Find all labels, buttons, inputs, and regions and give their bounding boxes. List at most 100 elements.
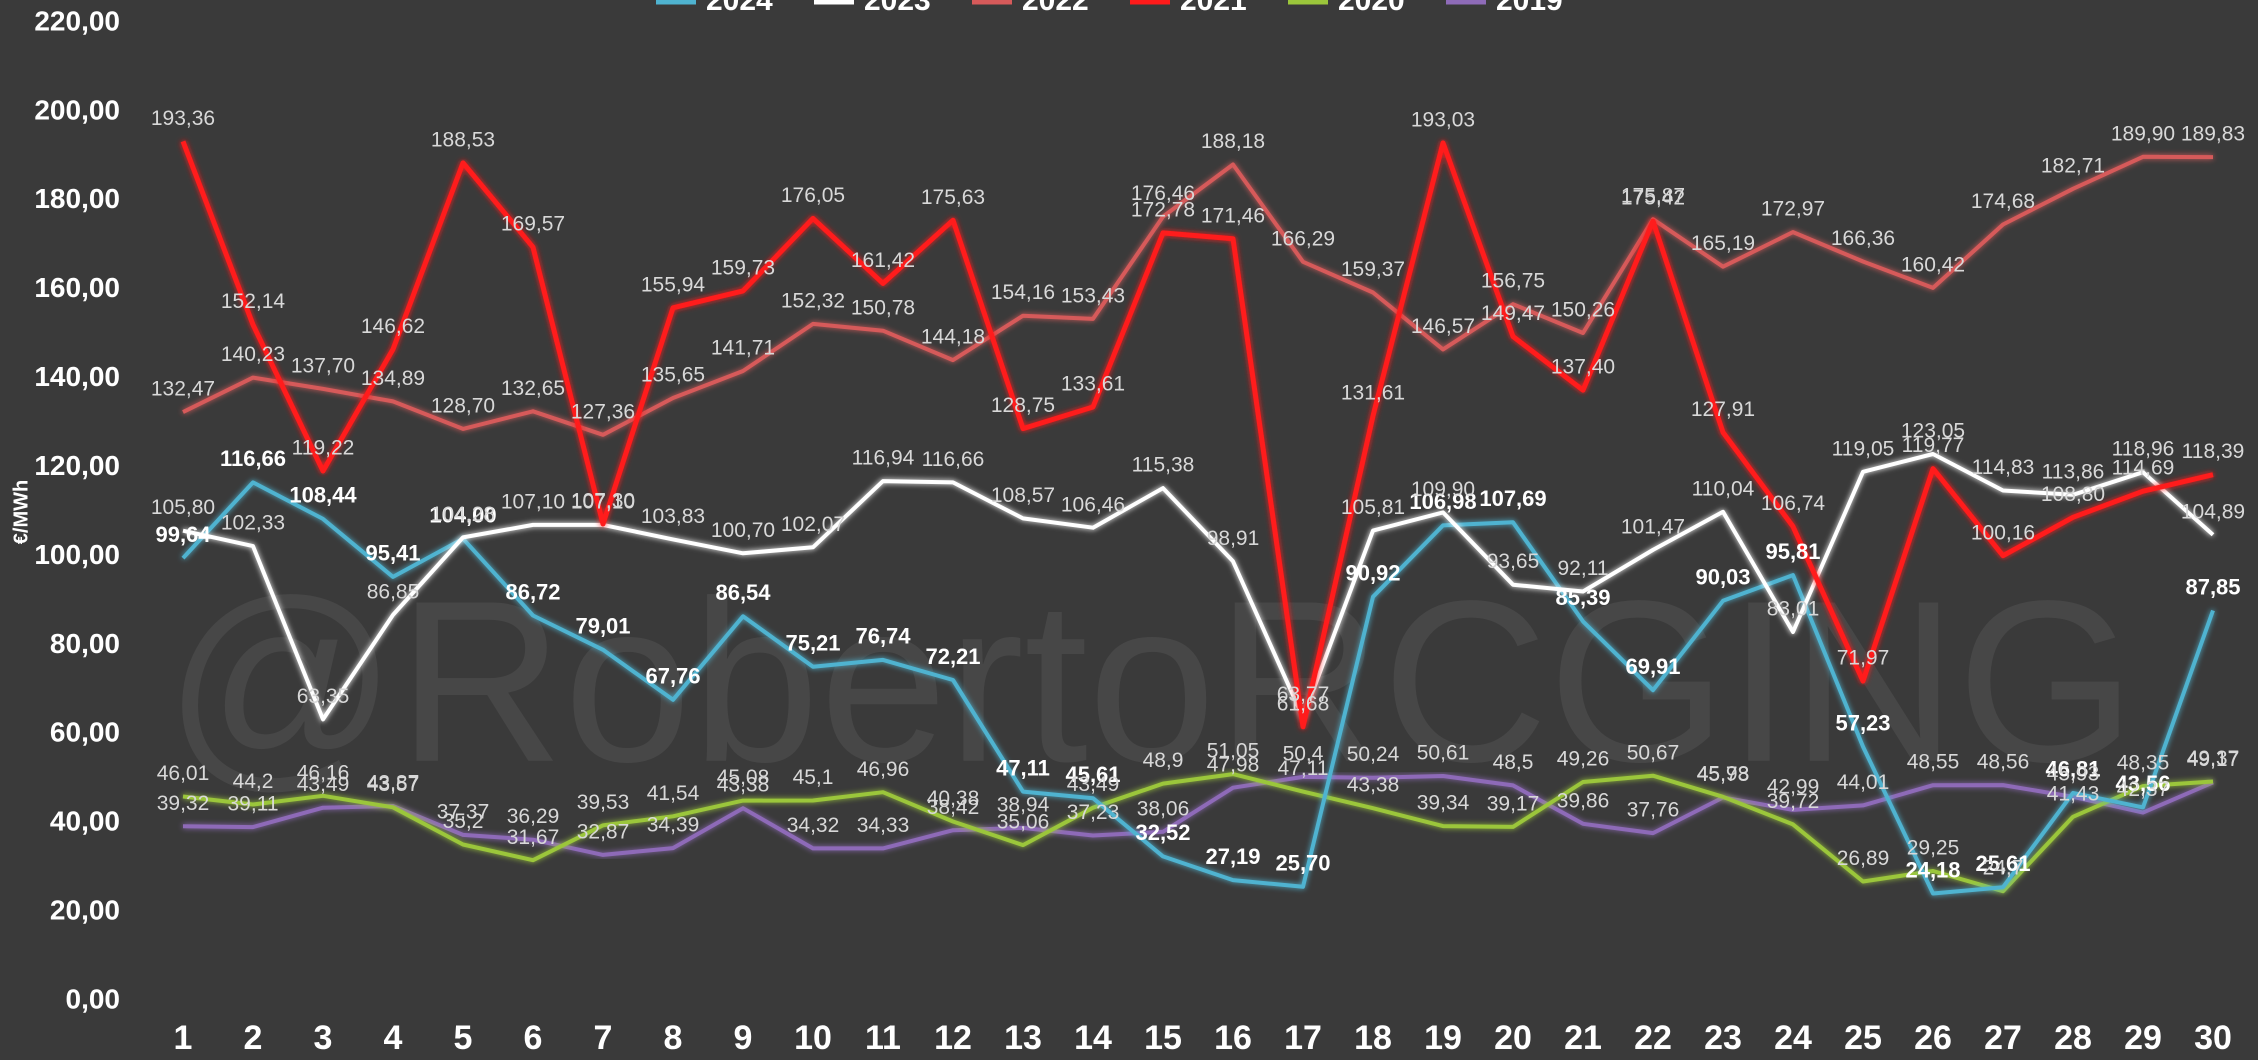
y-tick-label: 20,00 — [50, 894, 120, 925]
data-label: 95,41 — [365, 541, 420, 566]
data-label: 45,78 — [1697, 763, 1750, 786]
data-label: 45,08 — [717, 766, 770, 789]
data-label: 38,42 — [927, 796, 980, 819]
data-label: 135,65 — [641, 364, 705, 387]
data-label: 123,05 — [1901, 420, 1965, 443]
data-label: 109,90 — [1411, 478, 1475, 501]
data-label: 67,76 — [645, 664, 700, 689]
data-label: 188,18 — [1201, 130, 1265, 153]
data-label: 146,62 — [361, 315, 425, 338]
data-label: 38,06 — [1137, 797, 1190, 820]
data-label: 50,24 — [1347, 743, 1400, 766]
data-label: 107,10 — [571, 490, 635, 513]
data-label: 37,37 — [437, 800, 490, 823]
x-tick-label: 27 — [1984, 1019, 2022, 1057]
data-label: 43,38 — [1347, 774, 1400, 797]
data-label: 156,75 — [1481, 270, 1545, 293]
data-label: 71,97 — [1837, 647, 1890, 670]
legend-label: 2023 — [864, 0, 931, 17]
data-label: 69,91 — [1625, 654, 1680, 679]
x-tick-label: 4 — [384, 1019, 403, 1057]
data-label: 29,25 — [1907, 837, 1960, 860]
data-label: 127,91 — [1691, 398, 1755, 421]
x-tick-label: 28 — [2054, 1019, 2092, 1057]
data-label: 43,38 — [717, 774, 770, 797]
data-label: 108,57 — [991, 484, 1055, 507]
data-label: 113,86 — [2042, 460, 2105, 483]
data-label: 39,53 — [577, 791, 630, 814]
data-label: 42,37 — [2117, 778, 2170, 801]
data-label: 119,22 — [292, 437, 355, 460]
y-tick-label: 0,00 — [66, 983, 121, 1014]
x-tick-label: 19 — [1424, 1019, 1462, 1057]
data-label: 45,61 — [1065, 762, 1120, 787]
x-tick-label: 26 — [1914, 1019, 1952, 1057]
data-label: 107,10 — [501, 490, 565, 513]
data-label: 140,23 — [221, 343, 285, 366]
data-label: 150,26 — [1551, 299, 1615, 322]
data-label: 34,39 — [647, 814, 700, 837]
x-tick-label: 3 — [314, 1019, 333, 1057]
data-label: 152,32 — [781, 289, 845, 312]
data-label: 175,42 — [1621, 187, 1685, 210]
x-tick-label: 30 — [2194, 1019, 2232, 1057]
data-label: 35,2 — [443, 810, 484, 833]
data-label: 102,07 — [781, 513, 845, 536]
data-label: 116,66 — [922, 448, 985, 471]
data-label: 105,81 — [1341, 496, 1405, 519]
data-label: 35,06 — [997, 811, 1050, 834]
data-label: 34,33 — [857, 814, 910, 837]
data-label: 149,47 — [1481, 302, 1545, 325]
legend-label: 2019 — [1496, 0, 1563, 17]
data-label: 31,67 — [507, 826, 560, 849]
data-label: 49,17 — [2187, 748, 2240, 771]
data-label: 176,05 — [781, 184, 845, 207]
series-line — [182, 774, 2214, 857]
data-label: 43,49 — [1067, 773, 1120, 796]
x-tick-label: 15 — [1144, 1019, 1182, 1057]
x-tick-label: 25 — [1844, 1019, 1882, 1057]
data-label: 100,70 — [711, 519, 775, 542]
data-label: 47,98 — [1207, 753, 1260, 776]
data-label: 44,01 — [1837, 771, 1890, 794]
data-label: 127,36 — [571, 400, 635, 423]
data-label: 46,81 — [2045, 757, 2100, 782]
x-tick-label: 6 — [524, 1019, 543, 1057]
data-label: 108,80 — [2041, 483, 2105, 506]
data-label: 114,83 — [1972, 456, 2035, 479]
data-label: 172,97 — [1761, 198, 1825, 221]
x-tick-label: 10 — [794, 1019, 832, 1057]
data-label: 32,52 — [1135, 820, 1190, 845]
data-label: 146,57 — [1411, 315, 1475, 338]
data-label: 144,18 — [921, 326, 985, 349]
data-label: 175,87 — [1621, 185, 1685, 208]
data-label: 166,29 — [1271, 227, 1335, 250]
data-label: 172,78 — [1131, 198, 1195, 221]
data-label: 43,56 — [2115, 771, 2170, 796]
data-label: 51,05 — [1207, 740, 1260, 763]
data-label: 39,72 — [1767, 790, 1820, 813]
data-label: 116,94 — [852, 447, 915, 470]
data-label: 174,68 — [1971, 190, 2035, 213]
data-label: 134,89 — [361, 367, 425, 390]
data-label: 45,93 — [1697, 762, 1750, 785]
legend-label: 2021 — [1180, 0, 1247, 17]
data-label: 92,11 — [1558, 557, 1609, 580]
series-line — [182, 772, 2214, 894]
data-label: 106,98 — [1409, 489, 1476, 514]
data-label: 36,29 — [507, 805, 560, 828]
data-label: 43,87 — [367, 772, 420, 795]
data-label: 155,94 — [641, 273, 706, 296]
data-label: 46,01 — [157, 762, 210, 785]
data-label: 48,35 — [2117, 752, 2170, 775]
data-label: 44,2 — [233, 770, 274, 793]
data-label: 83,01 — [1767, 598, 1820, 621]
data-label: 119,77 — [1902, 434, 1965, 457]
y-tick-label: 40,00 — [50, 806, 120, 837]
data-label: 39,32 — [157, 792, 210, 815]
data-label: 75,21 — [785, 630, 840, 655]
data-label: 63,77 — [1277, 683, 1330, 706]
series-line — [182, 154, 2214, 437]
data-label: 103,83 — [641, 505, 705, 528]
